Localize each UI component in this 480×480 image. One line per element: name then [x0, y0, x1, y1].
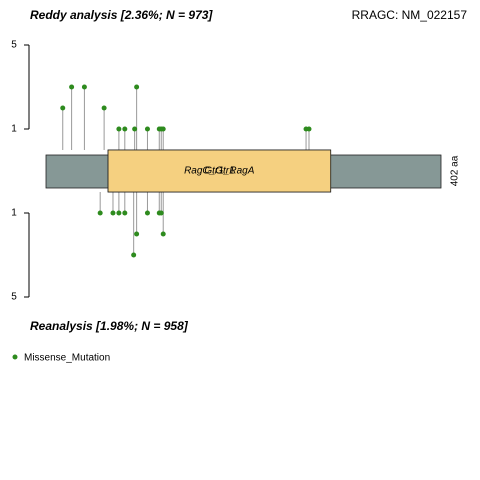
- mutation-head: [69, 84, 75, 90]
- domain-label: RagC_Gtr1: [184, 166, 235, 177]
- bottom-title: Reanalysis [1.98%; N = 958]: [30, 319, 189, 333]
- domain-label: Gtr1_RagA: [204, 166, 254, 177]
- chart-title: RRAGC: NM_022157: [352, 8, 468, 22]
- mutation-head: [81, 84, 87, 90]
- mutation-head: [306, 126, 312, 132]
- length-label: 402 aa: [450, 155, 461, 186]
- legend-label: Missense_Mutation: [24, 353, 110, 364]
- mutation-head: [122, 126, 128, 132]
- mutation-head: [122, 210, 128, 216]
- top-title: Reddy analysis [2.36%; N = 973]: [30, 8, 213, 22]
- mutation-head: [116, 210, 122, 216]
- mutation-head: [134, 231, 140, 237]
- y-tick-label: 1: [11, 208, 17, 219]
- mutation-head: [131, 252, 137, 258]
- mutation-head: [158, 210, 164, 216]
- mutation-head: [160, 231, 166, 237]
- mutation-head: [101, 105, 107, 111]
- mutation-head: [116, 126, 122, 132]
- mutation-head: [97, 210, 103, 216]
- domain: [107, 149, 332, 193]
- legend-swatch: [12, 354, 18, 360]
- y-tick-label: 5: [11, 292, 17, 303]
- mutation-head: [160, 126, 166, 132]
- y-tick-label: 1: [11, 124, 17, 135]
- mutation-head: [144, 210, 150, 216]
- mutation-head: [134, 84, 140, 90]
- y-tick-label: 5: [11, 40, 17, 51]
- mutation-head: [60, 105, 66, 111]
- mutation-head: [144, 126, 150, 132]
- mutation-head: [110, 210, 116, 216]
- mutation-head: [132, 126, 138, 132]
